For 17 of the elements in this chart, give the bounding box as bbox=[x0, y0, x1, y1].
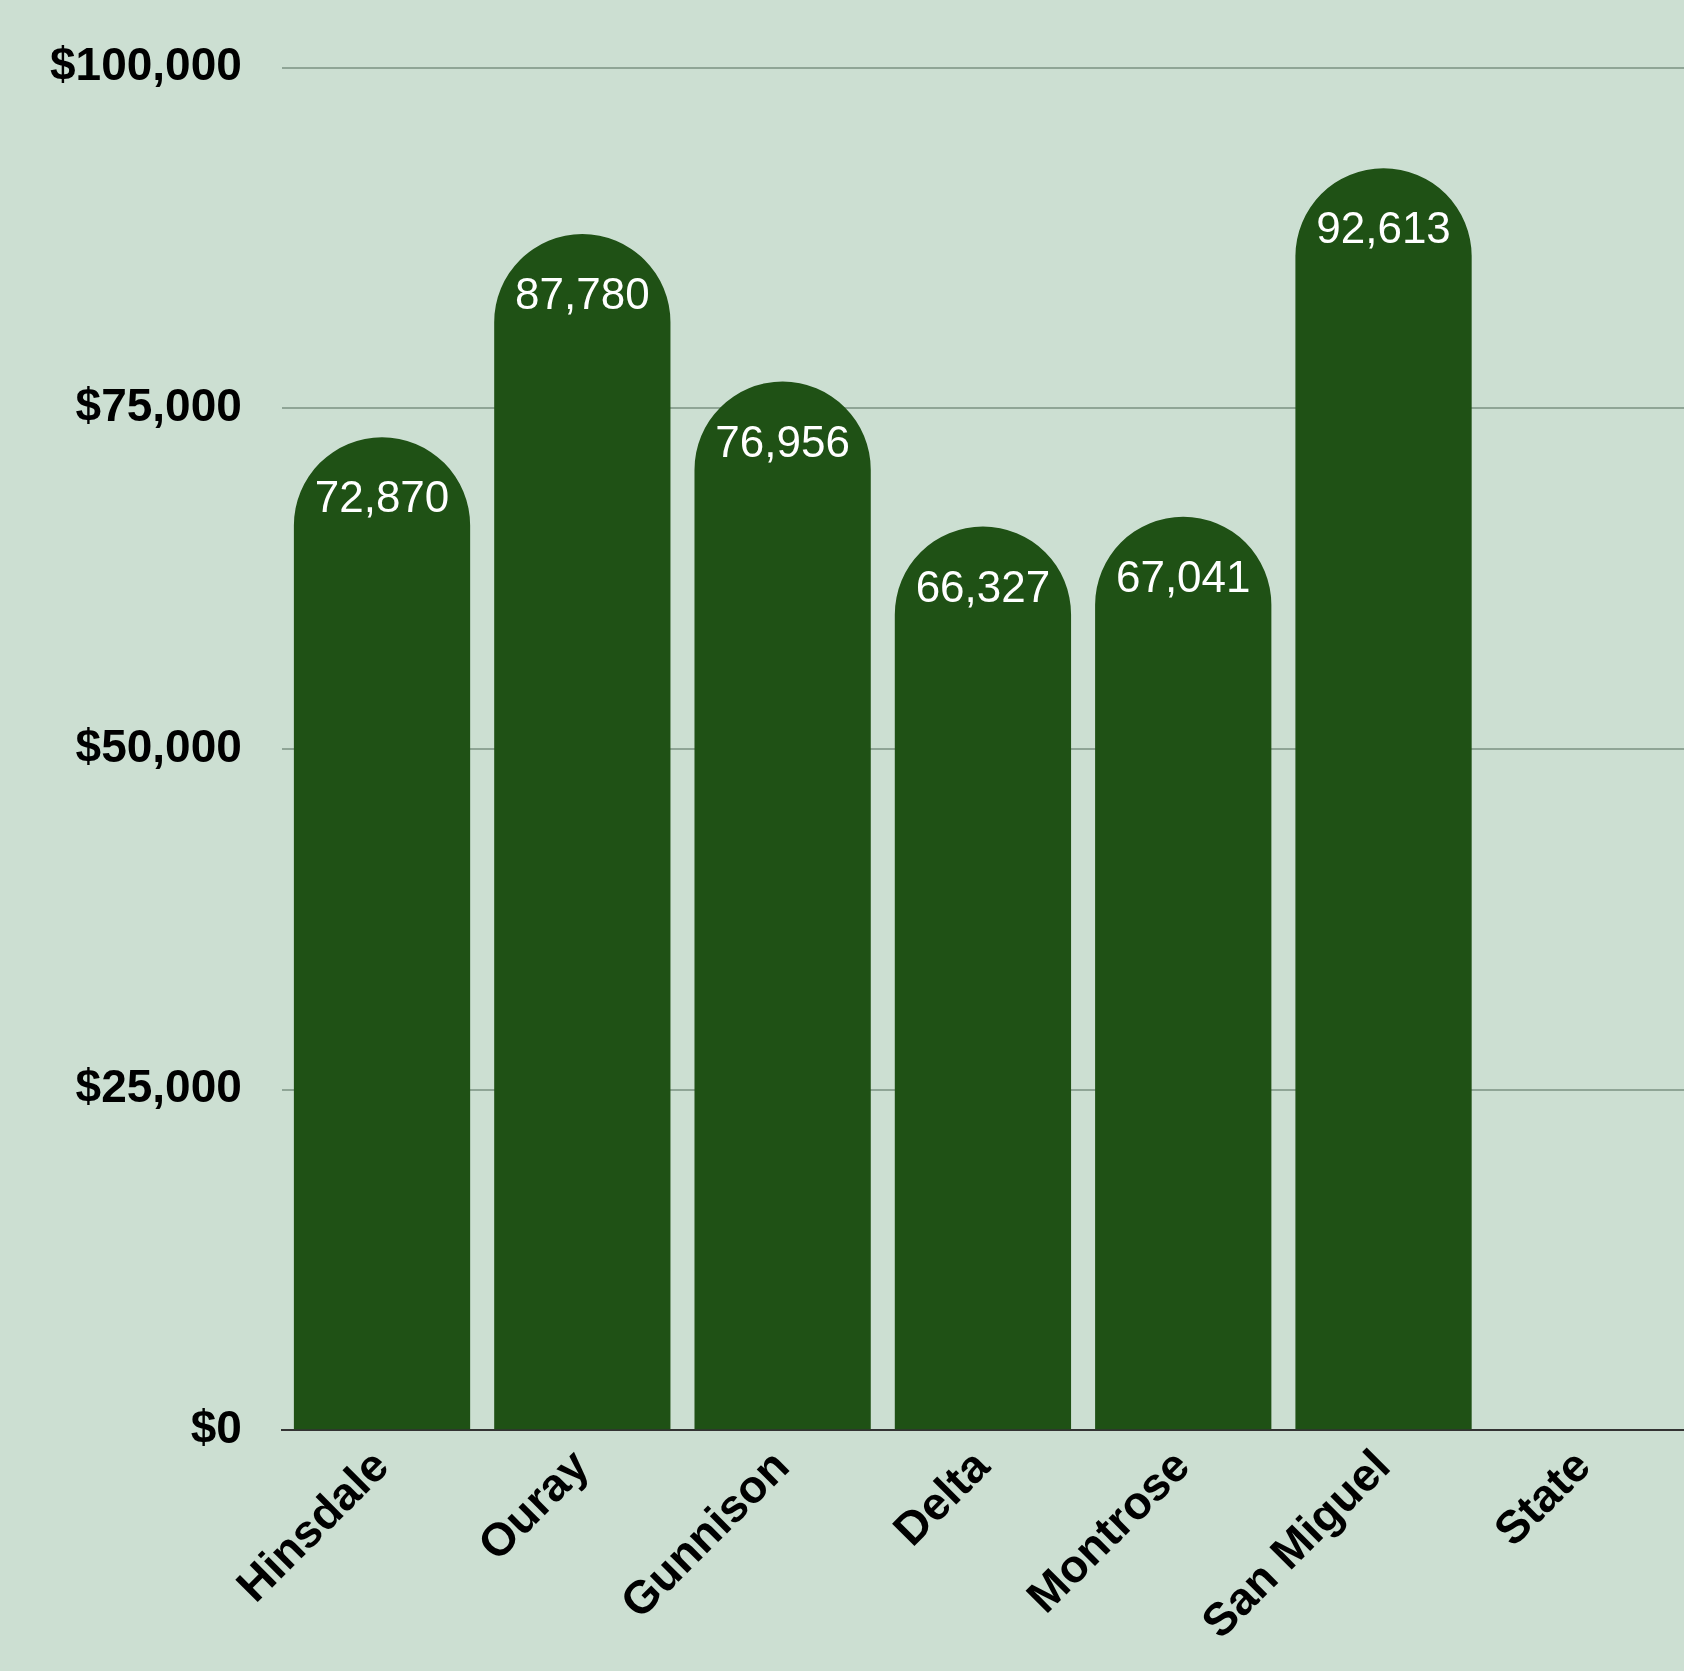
data-label: 72,870 bbox=[314, 472, 450, 522]
bar bbox=[494, 234, 671, 1430]
bar bbox=[694, 381, 871, 1430]
bar bbox=[1295, 168, 1472, 1430]
y-tick-label: $0 bbox=[190, 1400, 242, 1453]
data-label: 87,780 bbox=[515, 269, 650, 319]
bar bbox=[293, 437, 471, 1430]
y-tick-label: $25,000 bbox=[75, 1060, 242, 1113]
y-tick-label: $100,000 bbox=[49, 38, 242, 91]
data-label: 76,956 bbox=[715, 416, 850, 466]
y-tick-label: $50,000 bbox=[75, 719, 242, 772]
data-label: 67,041 bbox=[1115, 551, 1251, 601]
bar bbox=[894, 526, 1072, 1430]
bar bbox=[1095, 516, 1272, 1430]
data-label: 92,613 bbox=[1316, 203, 1451, 253]
y-tick-label: $75,000 bbox=[75, 378, 242, 431]
data-label: 66,327 bbox=[915, 561, 1051, 611]
